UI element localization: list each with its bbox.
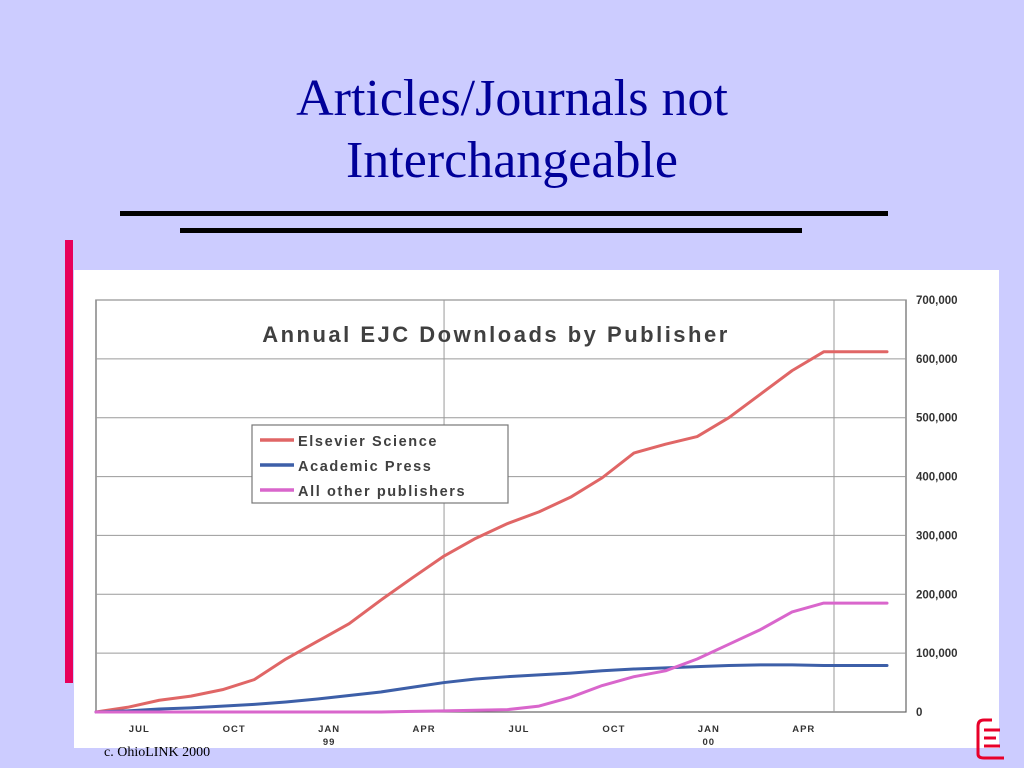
legend-label-academic: Academic Press — [298, 459, 432, 475]
slide-title: Articles/Journals not Interchangeable — [112, 68, 912, 192]
footer-credit: c. OhioLINK 2000 — [104, 745, 211, 760]
accent-bar — [65, 240, 73, 683]
chart-panel: 0 100,000 200,000 300,000 400,000 500,000 600,… — [74, 270, 999, 748]
x-tick-label: OCT — [223, 724, 246, 735]
legend-label-elsevier: Elsevier Science — [298, 434, 438, 450]
x-tick-label: APR — [413, 724, 436, 735]
chart: 0 100,000 200,000 300,000 400,000 500,000 600,… — [94, 295, 958, 748]
x-tick-label: JAN — [318, 724, 340, 735]
x-tick-sublabel: 00 — [703, 737, 716, 748]
legend-box — [251, 424, 509, 504]
title-underline-bottom — [180, 228, 802, 233]
series-line-academic-press — [94, 663, 889, 714]
y-tick-label: 600,000 — [916, 354, 958, 366]
plot-area — [95, 299, 907, 713]
x-tick-label: JUL — [129, 724, 150, 735]
slide-title-line-1: Articles/Journals not — [296, 70, 728, 127]
chart-title: Annual EJC Downloads by Publisher — [262, 322, 730, 347]
y-tick-label: 200,000 — [916, 589, 958, 601]
x-tick-label: OCT — [602, 724, 625, 735]
y-tick-label: 0 — [916, 707, 922, 719]
x-tick-label: APR — [792, 724, 815, 735]
y-tick-label: 100,000 — [916, 648, 958, 660]
x-tick-sublabel: 99 — [323, 737, 336, 748]
legend: Elsevier Science Academic Press All othe… — [251, 424, 509, 504]
ohiolink-logo — [976, 718, 1004, 760]
series-line-elsevier-science — [94, 350, 889, 714]
x-tick-labels: JUL OCT JAN 99 APR JUL OCT JAN 00 APR — [129, 724, 815, 748]
x-tick-label: JUL — [508, 724, 529, 735]
y-tick-label: 700,000 — [916, 295, 958, 307]
series-layer — [94, 350, 889, 714]
y-tick-label: 400,000 — [916, 472, 958, 484]
slide-title-line-2: Interchangeable — [345, 132, 678, 189]
y-tick-labels: 0 100,000 200,000 300,000 400,000 500,000 600,… — [916, 295, 958, 719]
y-tick-label: 300,000 — [916, 530, 958, 542]
title-underline-top — [120, 211, 888, 216]
legend-label-other: All other publishers — [298, 484, 466, 500]
x-tick-label: JAN — [698, 724, 720, 735]
series-line-all-other-publishers — [94, 601, 889, 714]
grid-lines — [96, 299, 906, 712]
y-tick-label: 500,000 — [916, 413, 958, 425]
